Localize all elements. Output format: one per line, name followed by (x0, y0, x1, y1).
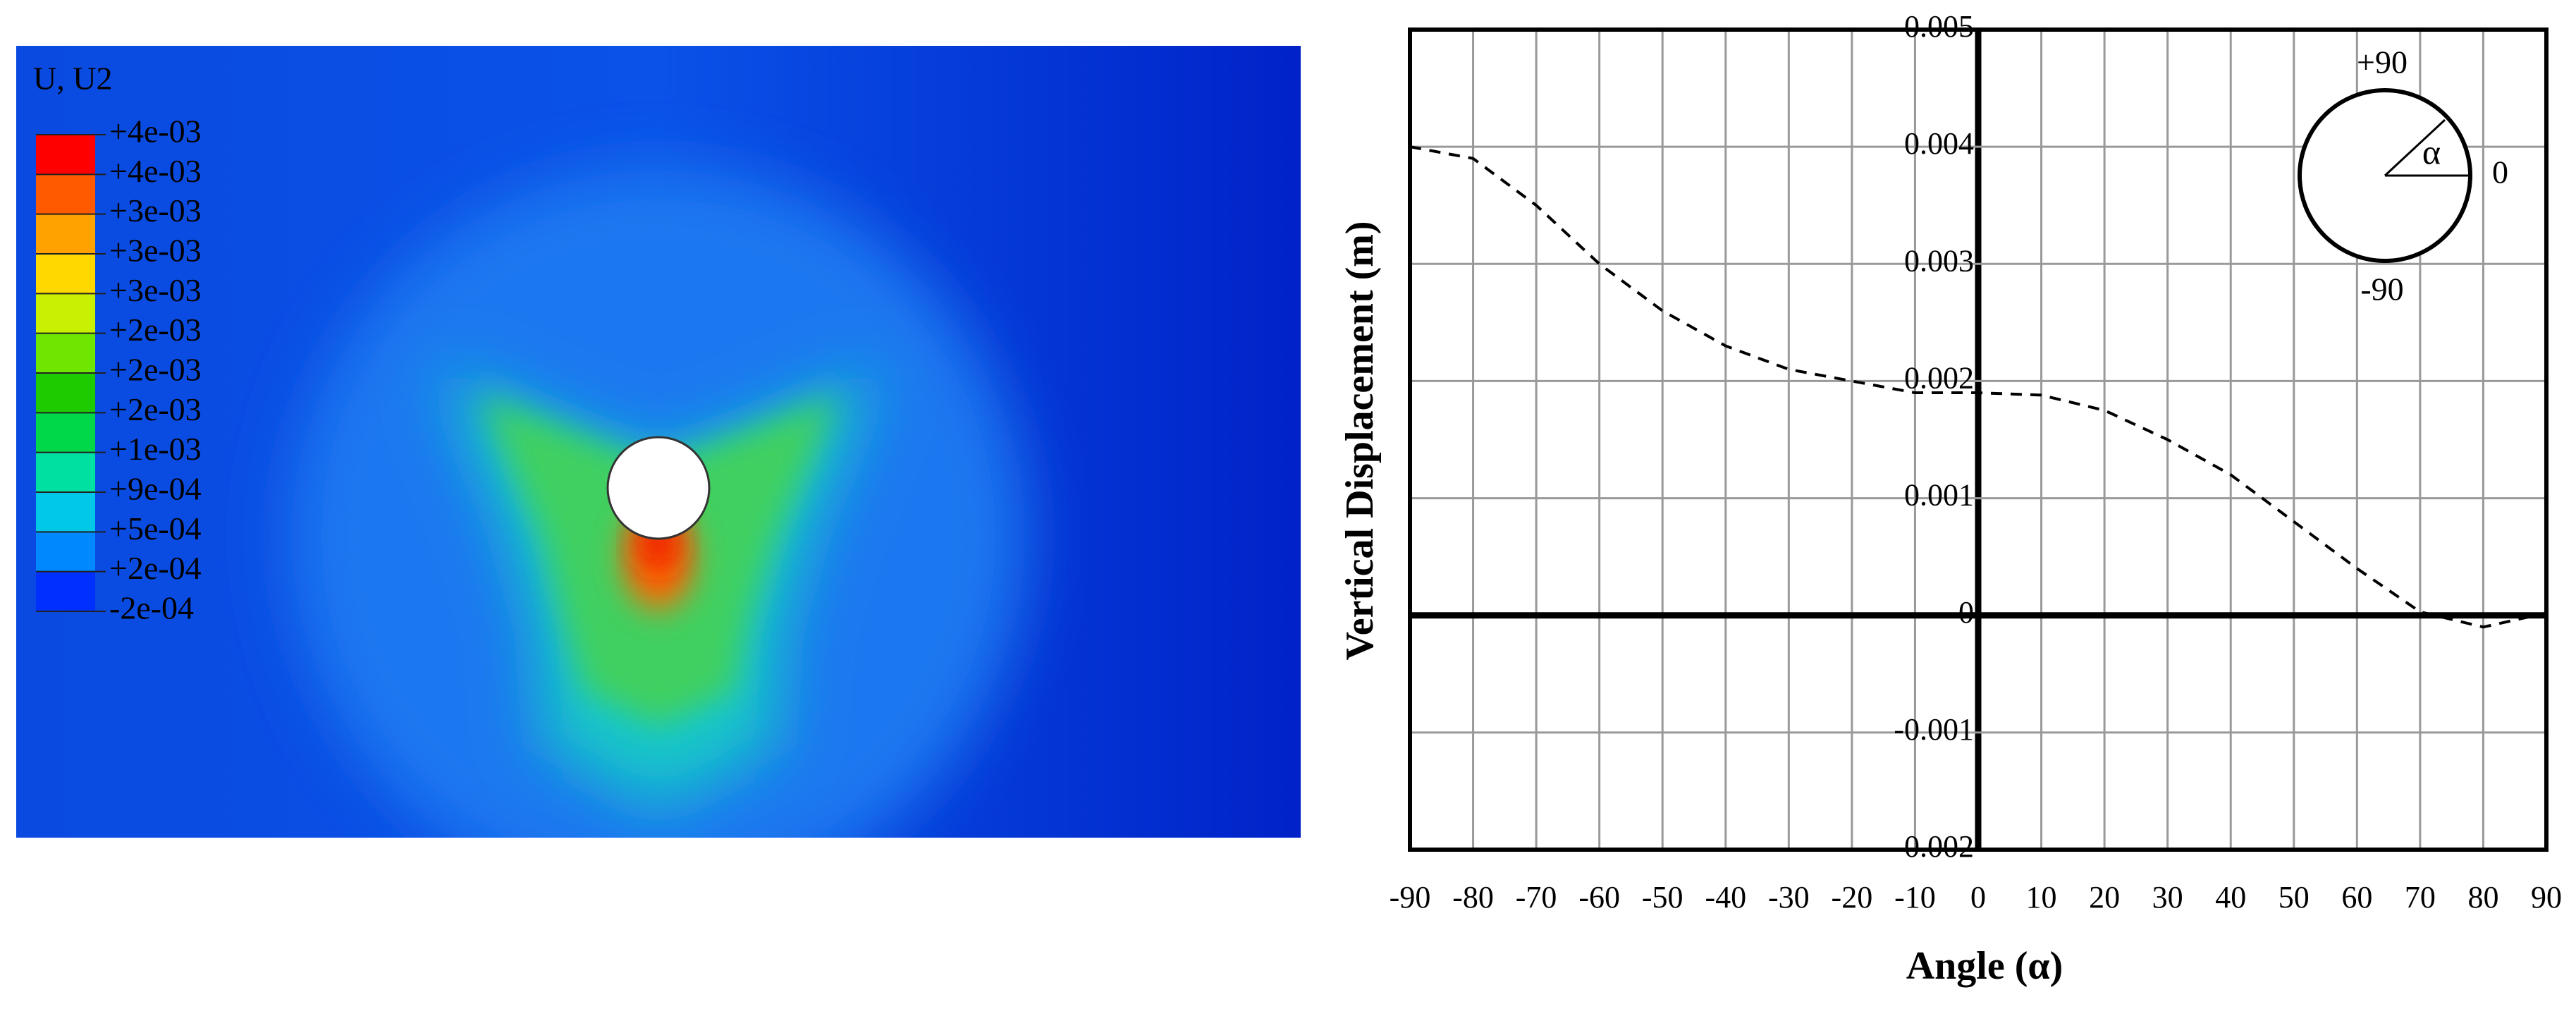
x-tick-label: 90 (2531, 880, 2562, 915)
colorbar-band (36, 532, 95, 573)
contour-field (16, 46, 1301, 838)
x-tick-label: 50 (2278, 880, 2310, 915)
x-tick-label: -90 (1390, 880, 1431, 915)
line-chart: -90 -80 -70 -60 -50 -40 -30 -20 -10 0 10 20 30 40 50 60… (1390, 9, 2562, 915)
x-tick-label: -20 (1832, 880, 1873, 915)
inset-label: 0 (2492, 154, 2508, 190)
x-tick-label: -80 (1452, 880, 1494, 915)
colorbar-label: +9e-04 (109, 471, 202, 507)
y-tick-label: 0.001 (1904, 478, 1974, 513)
y-tick-label: 0.005 (1904, 9, 1974, 44)
x-tick-label: -60 (1578, 880, 1620, 915)
x-tick-label: 20 (2089, 880, 2120, 915)
colorbar-label: +2e-03 (109, 352, 202, 388)
x-tick-label: 60 (2341, 880, 2372, 915)
colorbar-label: +4e-03 (109, 153, 202, 189)
colorbar-label: +3e-03 (109, 233, 202, 269)
x-tick-label: -70 (1516, 880, 1557, 915)
data-line (1409, 145, 2547, 629)
colorbar-band (36, 412, 95, 453)
x-tick-label: 10 (2026, 880, 2057, 915)
colorbar-label: +2e-04 (109, 550, 202, 586)
colorbar-band (36, 174, 95, 215)
colorbar-band (36, 254, 95, 294)
colorbar-band (36, 214, 95, 255)
y-tick-label: -0.001 (1894, 712, 1974, 747)
colorbar-label: +5e-04 (109, 510, 202, 546)
x-tick-label: 70 (2405, 880, 2436, 915)
colorbar: +4e-03+4e-03+3e-03+3e-03+3e-03+2e-03+2e-… (36, 114, 202, 626)
x-tick-label: 30 (2152, 880, 2183, 915)
y-tick-label: 0.003 (1904, 243, 1974, 278)
colorbar-band (36, 293, 95, 334)
plot-frame (1408, 27, 2549, 852)
y-tick-label: -0.002 (1894, 829, 1974, 864)
x-tick-label: 80 (2467, 880, 2498, 915)
colorbar-band (36, 135, 95, 175)
colorbar-band (36, 452, 95, 493)
inset: +90 0 -90 α (2298, 44, 2508, 307)
x-tick-label: 0 (1970, 880, 1986, 915)
colorbar-label: +3e-03 (109, 192, 202, 228)
inset-label: -90 (2360, 271, 2403, 307)
colorbar-band (36, 373, 95, 413)
x-tick-label: -10 (1894, 880, 1936, 915)
colorbar-band (36, 333, 95, 374)
colorbar-label: +3e-03 (109, 272, 202, 308)
y-tick-label: 0 (1958, 595, 1974, 630)
x-tick-label: -50 (1642, 880, 1683, 915)
colorbar-band (36, 571, 95, 612)
x-tick-label: 40 (2215, 880, 2246, 915)
y-tick-label: 0.002 (1904, 361, 1974, 396)
contour-title: U, U2 (33, 61, 112, 97)
colorbar-label: -2e-04 (109, 590, 194, 626)
inset-label: α (2422, 132, 2441, 171)
inset-label: +90 (2357, 44, 2408, 80)
x-axis-title: Angle (α) (1906, 944, 2063, 988)
colorbar-label: +2e-03 (109, 391, 202, 427)
x-tick-label: -30 (1768, 880, 1810, 915)
y-tick-label: 0.004 (1904, 126, 1974, 161)
colorbar-label: +4e-03 (109, 114, 202, 149)
y-axis-title: Vertical Displacement (m) (1338, 221, 1382, 660)
colorbar-label: +2e-03 (109, 312, 202, 348)
x-tick-label: -40 (1705, 880, 1746, 915)
colorbar-label: +1e-03 (109, 431, 202, 467)
colorbar-band (36, 492, 95, 532)
